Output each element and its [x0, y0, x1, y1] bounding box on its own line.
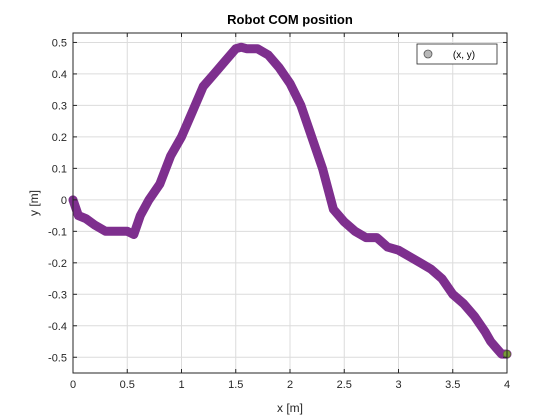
- x-tick-label: 1.5: [228, 379, 243, 391]
- data-layer: [68, 42, 512, 359]
- x-tick-label: 0.5: [120, 379, 135, 391]
- y-tick-label: -0.1: [48, 226, 67, 238]
- ticks: 0 0.5 1 1.5 2 2.5 3 3.5 4 -0.5 -0.4 -0.3 -0.2 -0.1 0 0.…: [48, 33, 510, 391]
- legend-marker-icon: [423, 49, 433, 59]
- y-tick-label: 0.5: [52, 37, 67, 49]
- legend: (x, y): [416, 43, 498, 65]
- x-tick-label: 0: [70, 379, 76, 391]
- grid: [72, 33, 508, 373]
- x-tick-label: 1: [178, 379, 184, 391]
- legend-box: [416, 43, 498, 65]
- y-tick-label: -0.4: [48, 321, 67, 333]
- y-tick-label: 0: [61, 195, 67, 207]
- y-tick-label: -0.5: [48, 352, 67, 364]
- x-tick-label: 3: [395, 379, 401, 391]
- x-tick-label: 2: [287, 379, 293, 391]
- y-tick-label: -0.2: [48, 258, 67, 270]
- series-line: [68, 42, 512, 359]
- y-tick-label: 0.1: [52, 163, 67, 175]
- y-tick-label: -0.3: [48, 289, 67, 301]
- y-tick-label: 0.3: [52, 100, 67, 112]
- chart-title: Robot COM position: [227, 12, 353, 27]
- y-tick-label: 0.4: [52, 69, 67, 81]
- y-axis-label: y [m]: [27, 190, 41, 216]
- x-tick-label: 4: [504, 379, 510, 391]
- legend-label: (x, y): [453, 50, 475, 61]
- x-tick-label: 3.5: [445, 379, 460, 391]
- y-tick-label: 0.2: [52, 132, 67, 144]
- x-tick-label: 2.5: [337, 379, 352, 391]
- x-axis-label: x [m]: [277, 401, 303, 415]
